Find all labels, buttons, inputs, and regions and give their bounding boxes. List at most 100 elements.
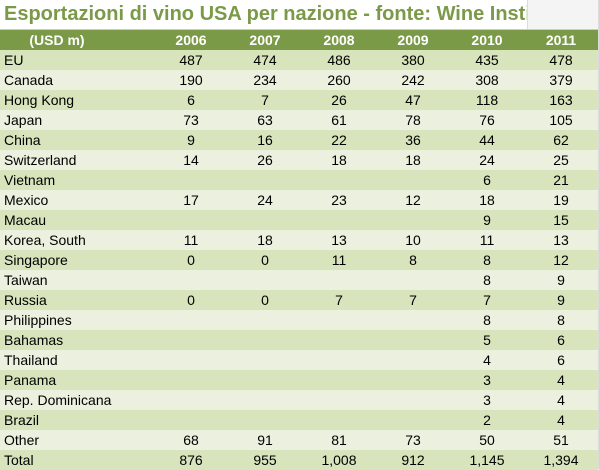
value-cell[interactable] xyxy=(302,270,376,290)
value-cell[interactable]: 10 xyxy=(376,230,450,250)
country-cell[interactable]: Taiwan xyxy=(0,270,154,290)
value-cell[interactable]: 18 xyxy=(450,190,524,210)
value-cell[interactable]: 1,008 xyxy=(302,450,376,470)
country-cell[interactable]: Mexico xyxy=(0,190,154,210)
value-cell[interactable]: 44 xyxy=(450,130,524,150)
year-header[interactable]: 2008 xyxy=(302,30,376,50)
value-cell[interactable] xyxy=(228,310,302,330)
value-cell[interactable]: 21 xyxy=(524,170,598,190)
value-cell[interactable]: 474 xyxy=(228,50,302,70)
year-header[interactable]: 2009 xyxy=(376,30,450,50)
value-cell[interactable]: 912 xyxy=(376,450,450,470)
year-header[interactable]: 2010 xyxy=(450,30,524,50)
value-cell[interactable]: 478 xyxy=(524,50,598,70)
value-cell[interactable]: 11 xyxy=(450,230,524,250)
value-cell[interactable]: 105 xyxy=(524,110,598,130)
value-cell[interactable] xyxy=(154,310,228,330)
value-cell[interactable] xyxy=(228,330,302,350)
value-cell[interactable]: 0 xyxy=(228,250,302,270)
value-cell[interactable]: 876 xyxy=(154,450,228,470)
value-cell[interactable]: 8 xyxy=(524,310,598,330)
value-cell[interactable] xyxy=(376,310,450,330)
value-cell[interactable]: 81 xyxy=(302,430,376,450)
value-cell[interactable]: 4 xyxy=(450,350,524,370)
value-cell[interactable]: 62 xyxy=(524,130,598,150)
value-cell[interactable]: 9 xyxy=(450,210,524,230)
value-cell[interactable] xyxy=(154,330,228,350)
country-cell[interactable]: Panama xyxy=(0,370,154,390)
value-cell[interactable]: 51 xyxy=(524,430,598,450)
value-cell[interactable]: 3 xyxy=(450,370,524,390)
value-cell[interactable]: 0 xyxy=(228,290,302,310)
value-cell[interactable]: 14 xyxy=(154,150,228,170)
value-cell[interactable] xyxy=(376,410,450,430)
value-cell[interactable] xyxy=(302,210,376,230)
year-header[interactable]: 2006 xyxy=(154,30,228,50)
country-cell[interactable]: Japan xyxy=(0,110,154,130)
country-cell[interactable]: Canada xyxy=(0,70,154,90)
value-cell[interactable] xyxy=(302,330,376,350)
value-cell[interactable]: 13 xyxy=(524,230,598,250)
country-cell[interactable]: Other xyxy=(0,430,154,450)
value-cell[interactable] xyxy=(154,270,228,290)
value-cell[interactable]: 76 xyxy=(450,110,524,130)
empty-cell[interactable] xyxy=(527,0,598,29)
value-cell[interactable]: 3 xyxy=(450,390,524,410)
country-cell[interactable]: Philippines xyxy=(0,310,154,330)
value-cell[interactable]: 13 xyxy=(302,230,376,250)
value-cell[interactable]: 50 xyxy=(450,430,524,450)
value-cell[interactable] xyxy=(302,350,376,370)
value-cell[interactable]: 190 xyxy=(154,70,228,90)
value-cell[interactable]: 18 xyxy=(302,150,376,170)
value-cell[interactable]: 380 xyxy=(376,50,450,70)
value-cell[interactable]: 234 xyxy=(228,70,302,90)
country-cell[interactable]: Switzerland xyxy=(0,150,154,170)
value-cell[interactable]: 118 xyxy=(450,90,524,110)
value-cell[interactable]: 8 xyxy=(450,270,524,290)
year-header[interactable]: 2011 xyxy=(524,30,598,50)
value-cell[interactable] xyxy=(376,330,450,350)
country-cell[interactable]: EU xyxy=(0,50,154,70)
country-cell[interactable]: Brazil xyxy=(0,410,154,430)
value-cell[interactable]: 68 xyxy=(154,430,228,450)
value-cell[interactable]: 16 xyxy=(228,130,302,150)
value-cell[interactable]: 47 xyxy=(376,90,450,110)
country-cell[interactable]: Macau xyxy=(0,210,154,230)
value-cell[interactable]: 24 xyxy=(228,190,302,210)
value-cell[interactable]: 4 xyxy=(524,390,598,410)
value-cell[interactable]: 1,145 xyxy=(450,450,524,470)
country-cell[interactable]: Vietnam xyxy=(0,170,154,190)
value-cell[interactable]: 12 xyxy=(376,190,450,210)
country-cell[interactable]: Hong Kong xyxy=(0,90,154,110)
value-cell[interactable] xyxy=(302,390,376,410)
value-cell[interactable]: 63 xyxy=(228,110,302,130)
value-cell[interactable]: 26 xyxy=(228,150,302,170)
value-cell[interactable] xyxy=(302,310,376,330)
value-cell[interactable]: 24 xyxy=(450,150,524,170)
value-cell[interactable]: 8 xyxy=(450,250,524,270)
unit-header[interactable]: (USD m) xyxy=(0,30,154,50)
value-cell[interactable] xyxy=(228,210,302,230)
country-cell[interactable]: Thailand xyxy=(0,350,154,370)
value-cell[interactable]: 4 xyxy=(524,410,598,430)
value-cell[interactable] xyxy=(228,370,302,390)
value-cell[interactable] xyxy=(154,370,228,390)
value-cell[interactable]: 61 xyxy=(302,110,376,130)
value-cell[interactable]: 9 xyxy=(524,290,598,310)
value-cell[interactable]: 22 xyxy=(302,130,376,150)
value-cell[interactable] xyxy=(228,270,302,290)
value-cell[interactable]: 73 xyxy=(154,110,228,130)
value-cell[interactable]: 8 xyxy=(450,310,524,330)
country-cell[interactable]: China xyxy=(0,130,154,150)
value-cell[interactable]: 955 xyxy=(228,450,302,470)
value-cell[interactable]: 18 xyxy=(376,150,450,170)
year-header[interactable]: 2007 xyxy=(228,30,302,50)
country-cell[interactable]: Total xyxy=(0,450,154,470)
value-cell[interactable]: 9 xyxy=(154,130,228,150)
value-cell[interactable] xyxy=(228,170,302,190)
value-cell[interactable] xyxy=(376,390,450,410)
value-cell[interactable]: 487 xyxy=(154,50,228,70)
country-cell[interactable]: Rep. Dominicana xyxy=(0,390,154,410)
value-cell[interactable]: 91 xyxy=(228,430,302,450)
value-cell[interactable]: 11 xyxy=(154,230,228,250)
